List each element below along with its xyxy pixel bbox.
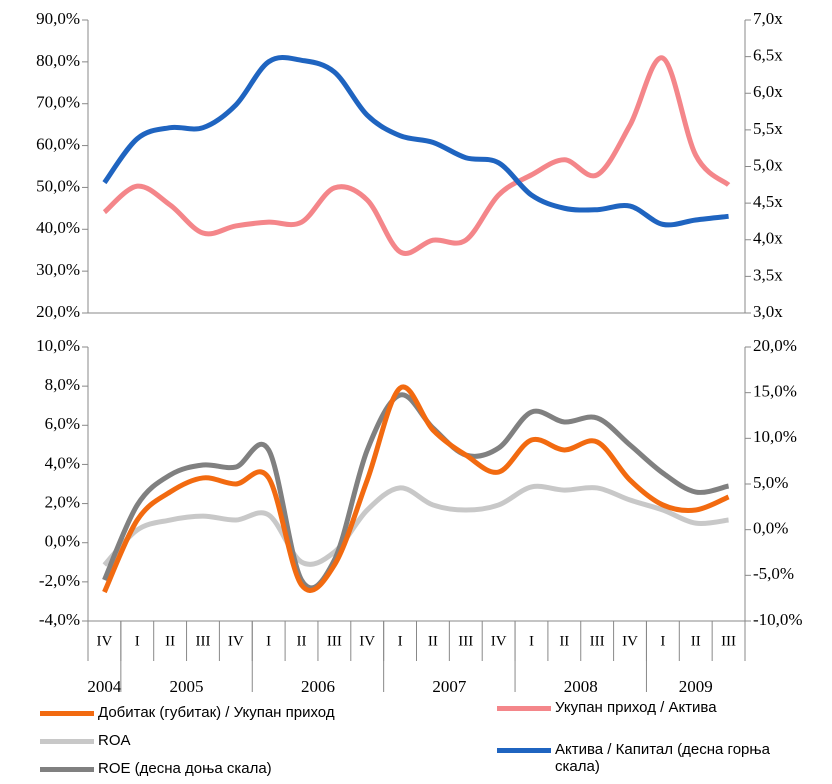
year-label: 2005 (170, 677, 204, 696)
year-label: 2009 (679, 677, 713, 696)
x-tick-label: I (135, 633, 140, 649)
y2-tick-label: 5,0x (753, 155, 783, 174)
y-tick-label: -2,0% (39, 571, 80, 590)
y-tick-label: 8,0% (45, 375, 80, 394)
x-tick-label: I (529, 633, 534, 649)
legend-swatch (40, 739, 94, 744)
y2-tick-label: 5,0% (753, 473, 788, 492)
y2-tick-label: -5,0% (753, 564, 794, 583)
y-tick-label: 2,0% (45, 492, 80, 511)
legend-swatch (497, 748, 551, 753)
x-tick-label: III (721, 633, 736, 649)
x-tick-label: II (428, 633, 438, 649)
year-label: 2006 (301, 677, 335, 696)
y2-tick-label: 20,0% (753, 336, 797, 355)
y2-tick-label: 7,0x (753, 9, 783, 28)
y2-tick-label: 5,5x (753, 119, 783, 138)
series-line (102, 55, 731, 256)
y2-tick-label: 4,5x (753, 192, 783, 211)
x-tick-label: IV (622, 633, 638, 649)
x-tick-label: II (691, 633, 701, 649)
x-tick-label: IV (97, 633, 113, 649)
y-tick-label: 0,0% (45, 532, 80, 551)
y-tick-label: 10,0% (36, 336, 80, 355)
legend-item: Добитак (губитак) / Укупан приход (40, 704, 440, 721)
y2-tick-label: 0,0% (753, 519, 788, 538)
y-tick-label: 90,0% (36, 9, 80, 28)
x-tick-label: IV (228, 633, 244, 649)
y-tick-label: 50,0% (36, 176, 80, 195)
y2-tick-label: 10,0% (753, 427, 797, 446)
x-tick-label: I (398, 633, 403, 649)
y-tick-label: 6,0% (45, 414, 80, 433)
series-line (102, 384, 730, 594)
y2-tick-label: 3,0x (753, 302, 783, 321)
legend-item: Укупан приход / Актива (497, 699, 797, 716)
legend-swatch (40, 711, 94, 716)
legend-label: Актива / Капитал (десна горња скала) (555, 741, 770, 775)
series-line (102, 392, 730, 591)
x-tick-label: II (165, 633, 175, 649)
year-label: 2008 (564, 677, 598, 696)
legend-swatch (497, 706, 551, 711)
y2-tick-label: 15,0% (753, 382, 797, 401)
x-tick-label: III (458, 633, 473, 649)
legend-label: ROE (десна доња скала) (98, 760, 272, 777)
y-tick-label: 70,0% (36, 93, 80, 112)
legend-label: ROA (98, 732, 131, 749)
legend-swatch (40, 767, 94, 772)
x-tick-label: III (590, 633, 605, 649)
x-tick-label: I (266, 633, 271, 649)
legend-label: Добитак (губитак) / Укупан приход (98, 704, 335, 721)
x-tick-label: IV (491, 633, 507, 649)
y2-tick-label: 6,0x (753, 82, 783, 101)
y-tick-label: 80,0% (36, 51, 80, 70)
x-tick-label: II (297, 633, 307, 649)
year-label: 2004 (87, 677, 122, 696)
y-tick-label: 40,0% (36, 218, 80, 237)
series-line (102, 55, 729, 228)
x-tick-label: II (559, 633, 569, 649)
y-tick-label: 20,0% (36, 302, 80, 321)
x-tick-label: IV (359, 633, 375, 649)
x-tick-label: III (195, 633, 210, 649)
series-line (102, 483, 729, 567)
y2-tick-label: -10,0% (753, 610, 803, 629)
legend-item: Актива / Капитал (десна горња скала) (497, 741, 797, 775)
year-label: 2007 (432, 677, 467, 696)
y-tick-label: 30,0% (36, 260, 80, 279)
y2-tick-label: 4,0x (753, 229, 783, 248)
y-tick-label: 4,0% (45, 453, 80, 472)
x-tick-label: I (660, 633, 665, 649)
y2-tick-label: 6,5x (753, 46, 783, 65)
y2-tick-label: 3,5x (753, 265, 783, 284)
y-tick-label: -4,0% (39, 610, 80, 629)
legend-item: ROA (40, 732, 440, 749)
y-tick-label: 60,0% (36, 134, 80, 153)
x-tick-label: III (327, 633, 342, 649)
legend-item: ROE (десна доња скала) (40, 760, 440, 777)
legend-label: Укупан приход / Актива (555, 699, 717, 716)
